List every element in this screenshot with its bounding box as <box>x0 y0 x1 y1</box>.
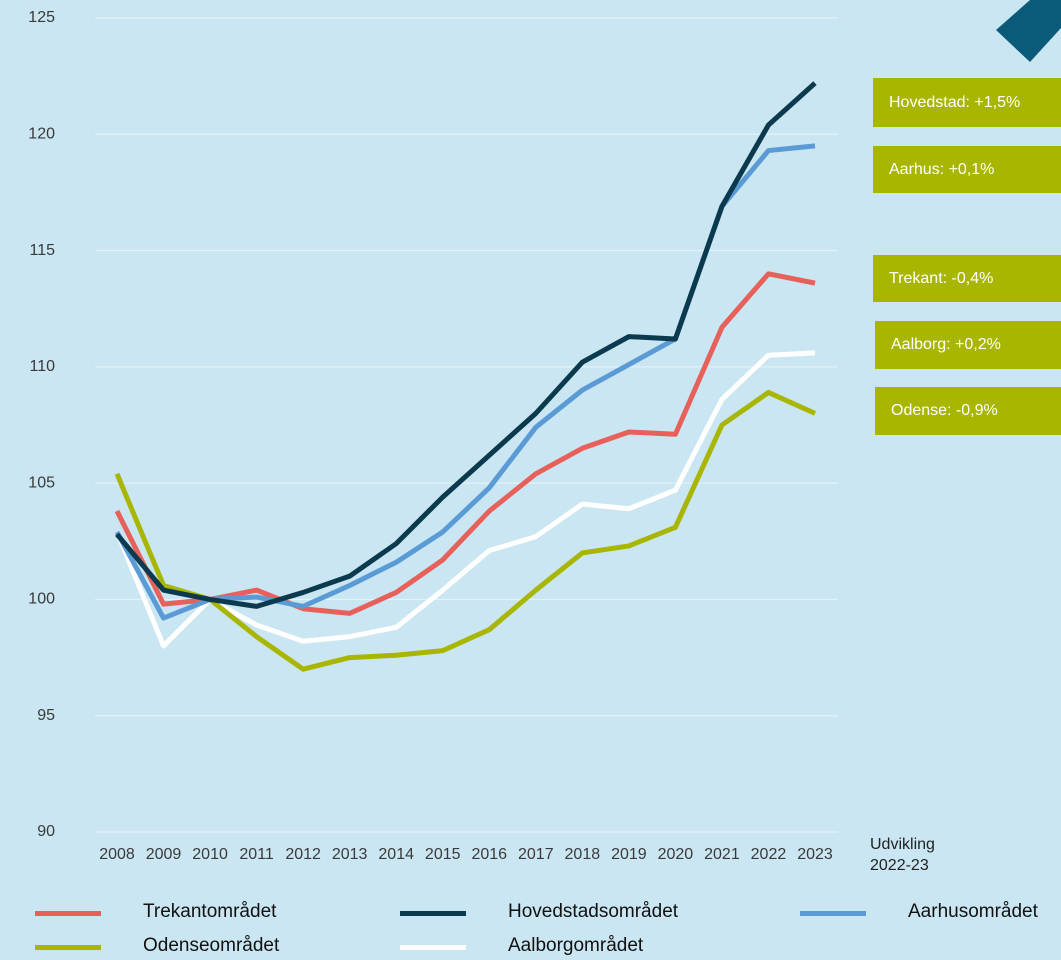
x-tick-label: 2022 <box>751 846 787 863</box>
legend-swatch <box>35 945 101 950</box>
x-tick-label: 2009 <box>146 846 182 863</box>
x-tick-label: 2023 <box>797 846 833 863</box>
x-tick-label: 2008 <box>99 846 135 863</box>
legend-label: Aalborgområdet <box>508 935 644 956</box>
legend-label: Aarhusområdet <box>908 901 1038 922</box>
x-tick-label: 2018 <box>565 846 601 863</box>
x-tick-label: 2016 <box>471 846 507 863</box>
legend-swatch <box>35 911 101 916</box>
y-tick-label: 90 <box>37 823 55 840</box>
x-tick-label: 2010 <box>192 846 228 863</box>
series-line <box>115 81 817 609</box>
annotation-box: Hovedstad: +1,5% <box>873 78 1061 127</box>
series-line <box>114 271 816 616</box>
series-line <box>114 143 816 621</box>
y-tick-label: 110 <box>29 358 55 375</box>
x-tick-label: 2021 <box>704 846 740 863</box>
x-tick-label: 2013 <box>332 846 368 863</box>
legend-swatch <box>400 911 466 916</box>
x-tick-label: 2019 <box>611 846 647 863</box>
legend-swatch <box>800 911 866 916</box>
y-tick-label: 100 <box>28 591 55 608</box>
x-tick-label: 2015 <box>425 846 461 863</box>
legend-label: Hovedstadsområdet <box>508 901 679 922</box>
annotation-box: Trekant: -0,4% <box>873 255 1061 302</box>
y-tick-label: 115 <box>29 242 55 259</box>
x-tick-label: 2011 <box>239 846 274 863</box>
annotation-box: Aalborg: +0,2% <box>875 321 1061 369</box>
legend-label: Odenseområdet <box>143 935 280 956</box>
series-line <box>114 389 817 672</box>
legend-label: Trekantområdet <box>143 901 277 922</box>
corner-decoration <box>996 0 1061 62</box>
x-tick-label: 2012 <box>285 846 321 863</box>
y-tick-label: 120 <box>28 126 55 143</box>
y-tick-label: 105 <box>28 474 55 491</box>
x-tick-label: 2014 <box>378 846 414 863</box>
x-tick-label: 2020 <box>658 846 694 863</box>
y-tick-label: 95 <box>37 707 55 724</box>
y-tick-label: 125 <box>28 9 55 26</box>
legend-swatch <box>400 945 466 950</box>
annotation-box: Aarhus: +0,1% <box>873 146 1061 193</box>
annotation-box: Odense: -0,9% <box>875 387 1061 435</box>
annotation-title: Udvikling 2022-23 <box>870 836 935 874</box>
series-line <box>114 350 816 649</box>
x-tick-label: 2017 <box>518 846 554 863</box>
